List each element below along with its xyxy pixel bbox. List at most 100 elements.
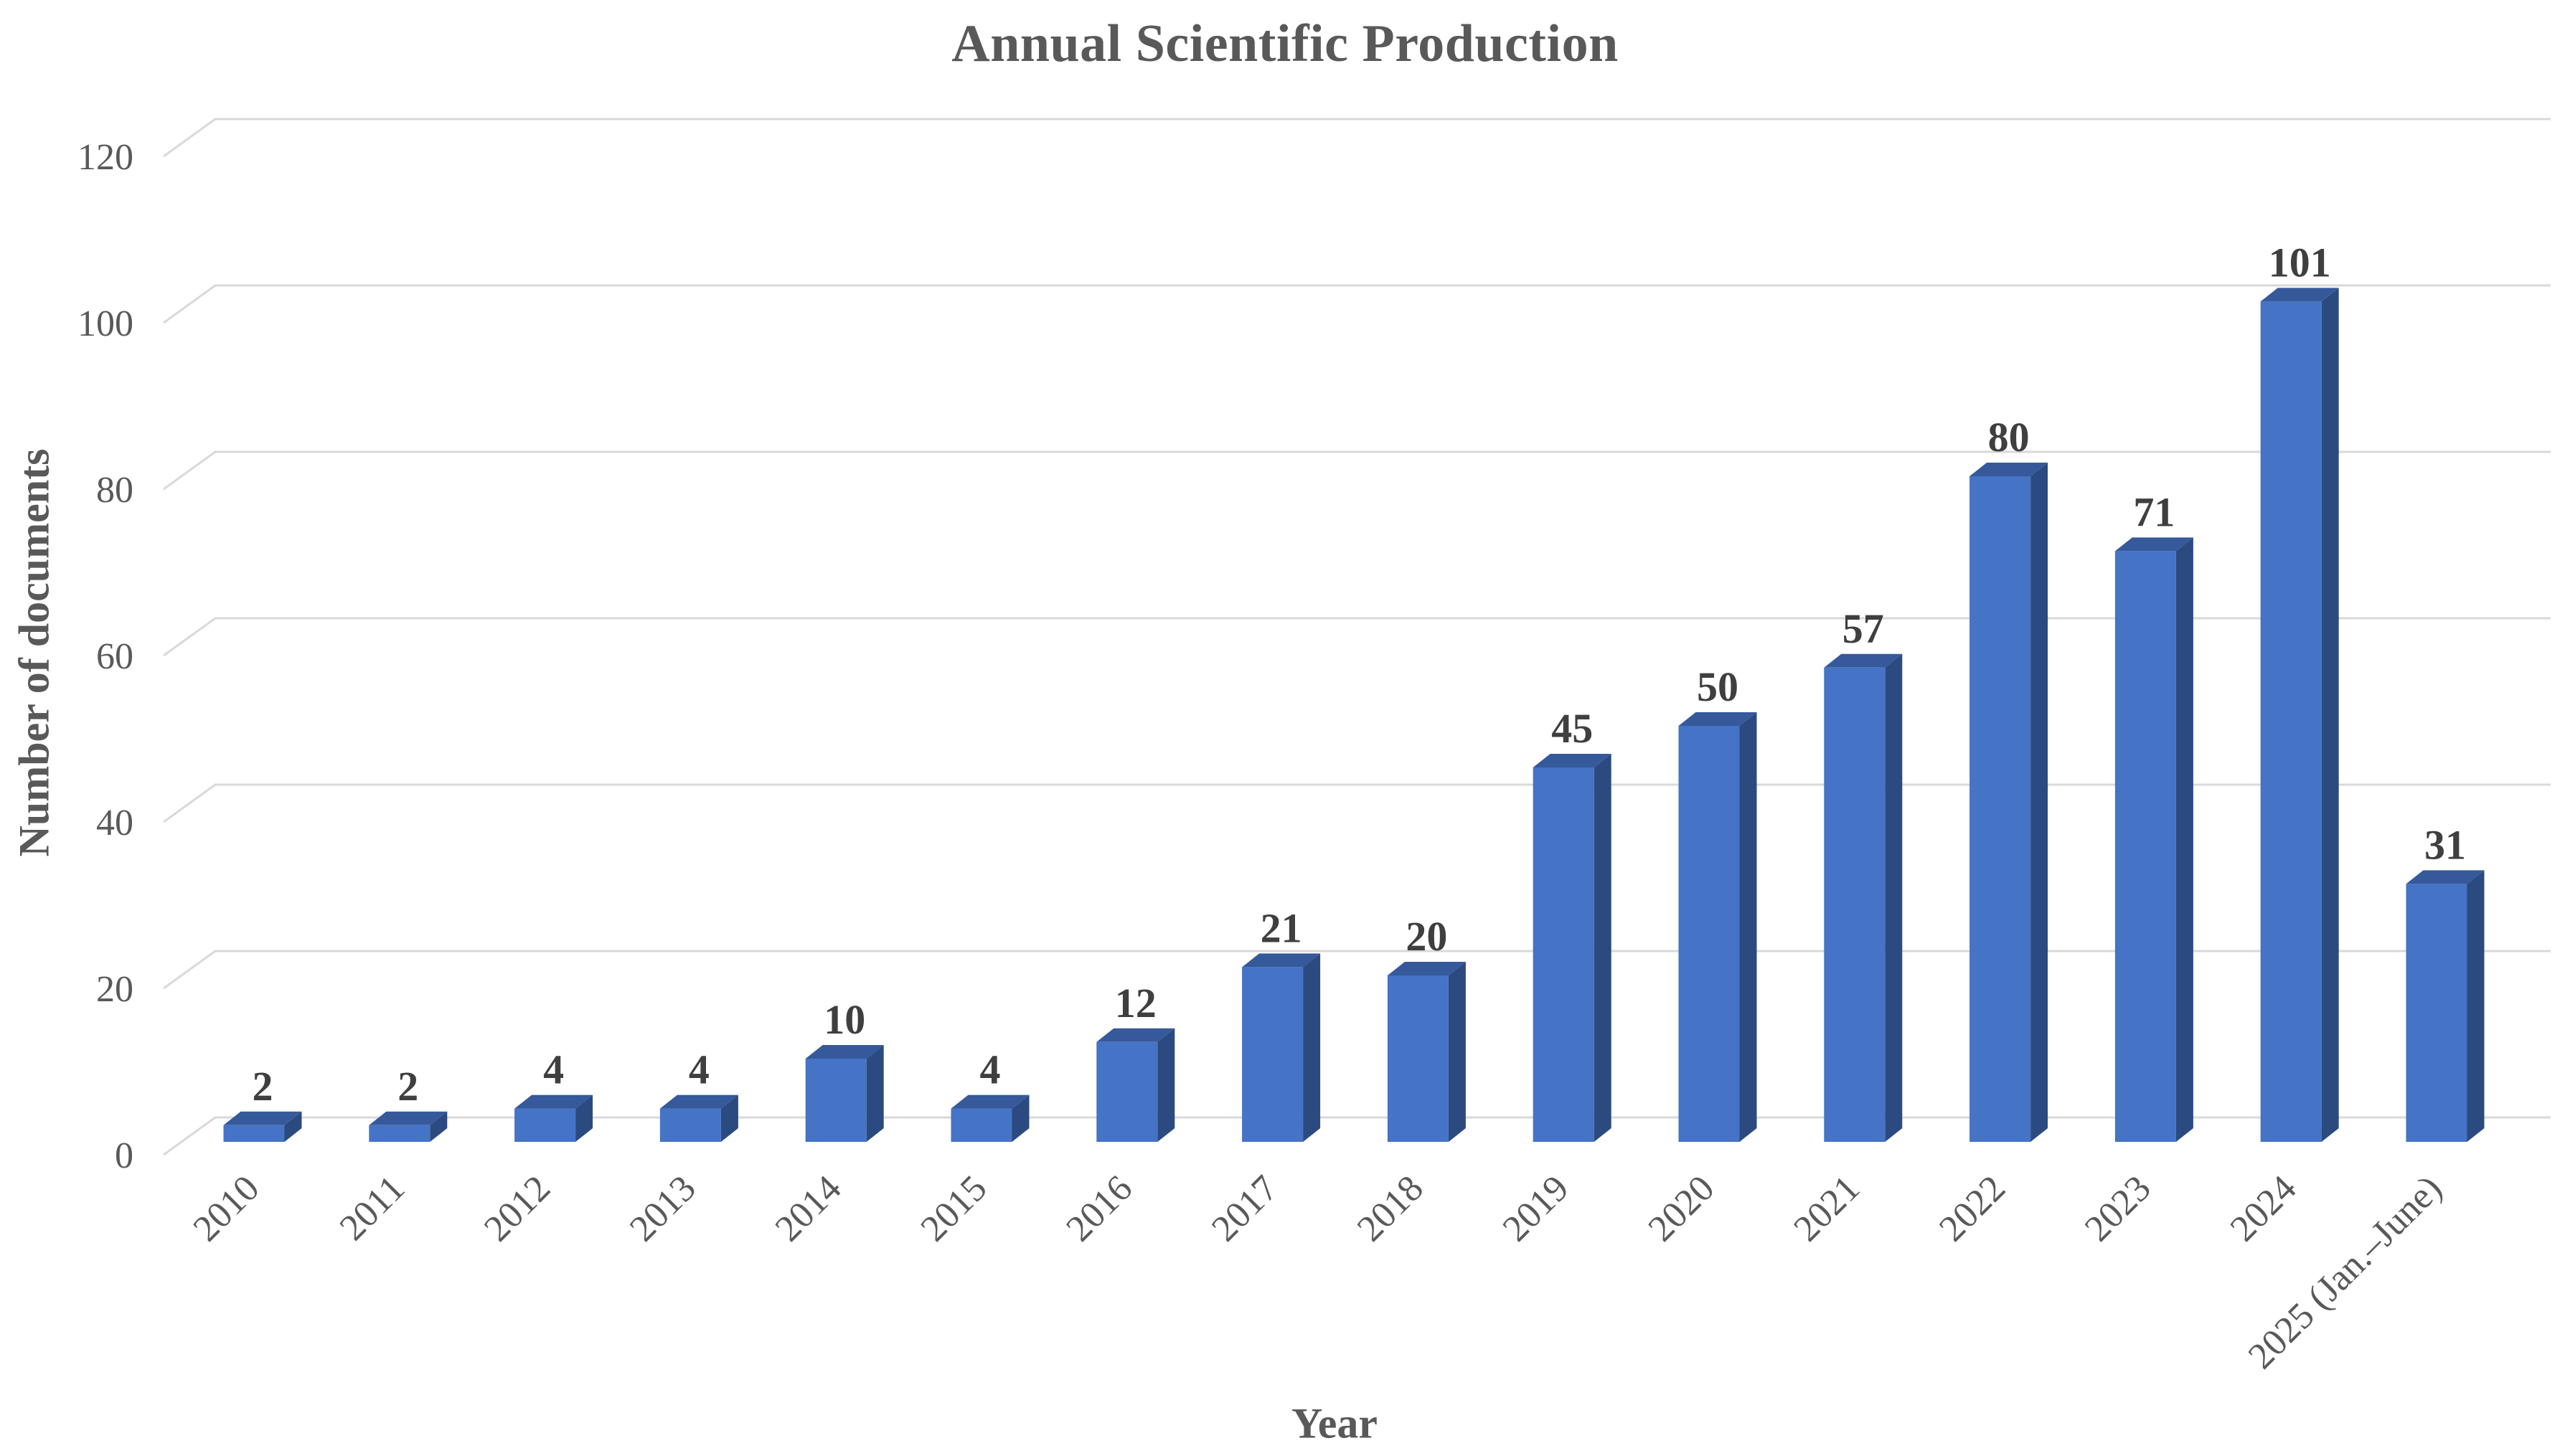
value-label-2017: 21 bbox=[1261, 904, 1302, 951]
x-tick-label-2021: 2021 bbox=[1786, 1168, 1868, 1249]
bar-2016 bbox=[1096, 1028, 1175, 1142]
value-label-2016: 12 bbox=[1115, 980, 1157, 1026]
bar-side-face bbox=[1157, 1028, 1175, 1142]
bar-top-face bbox=[1533, 754, 1611, 767]
x-axis-category-labels: 2010 2011 2012 2013 2014 2015 2016 2017 2018 2019… bbox=[186, 1168, 2450, 1377]
bars bbox=[223, 288, 2485, 1142]
bar-2017 bbox=[1242, 953, 1321, 1142]
value-label-2022: 80 bbox=[1988, 414, 2030, 460]
bar-side-face bbox=[2030, 463, 2048, 1142]
bar-side-face bbox=[430, 1111, 448, 1142]
bar-2023 bbox=[2114, 537, 2193, 1142]
bar-side-face bbox=[2467, 870, 2485, 1142]
bar-front-face bbox=[1242, 967, 1304, 1142]
bar-top-face bbox=[1387, 962, 1466, 975]
x-axis-title: Year bbox=[1291, 1399, 1378, 1447]
gridline-0 bbox=[163, 1116, 2551, 1156]
bar-2014 bbox=[805, 1045, 884, 1142]
x-tick-label-2023: 2023 bbox=[2077, 1168, 2159, 1249]
bar-side-face bbox=[575, 1095, 593, 1142]
bar-front-face bbox=[1533, 767, 1594, 1142]
value-label-2020: 50 bbox=[1697, 663, 1738, 710]
bar-side-face bbox=[1885, 653, 1903, 1142]
y-tick-label-100: 100 bbox=[77, 303, 133, 344]
bar-2022 bbox=[1969, 463, 2048, 1142]
x-tick-label-2014: 2014 bbox=[768, 1168, 849, 1249]
bar-2021 bbox=[1824, 653, 1903, 1142]
x-tick-label-2019: 2019 bbox=[1495, 1168, 1577, 1249]
gridline-60 bbox=[163, 617, 2551, 657]
y-tick-label-80: 80 bbox=[96, 470, 133, 511]
value-label-2018: 20 bbox=[1406, 913, 1447, 960]
bar-top-face bbox=[2260, 288, 2339, 302]
bar-top-face bbox=[2114, 537, 2193, 552]
value-label-2015: 4 bbox=[980, 1046, 1001, 1093]
bar-top-face bbox=[514, 1095, 593, 1109]
y-axis-tick-labels: 0 20 40 60 80 100 120 bbox=[77, 137, 133, 1176]
bar-front-face bbox=[1824, 667, 1886, 1142]
bar-front-face bbox=[514, 1108, 576, 1142]
bar-front-face bbox=[2406, 884, 2467, 1142]
bar-front-face bbox=[2260, 301, 2322, 1142]
bar-side-face bbox=[720, 1095, 738, 1142]
bar-top-face bbox=[2406, 870, 2485, 884]
y-tick-label-60: 60 bbox=[96, 636, 133, 677]
bar-2018 bbox=[1387, 962, 1466, 1142]
x-tick-label-2016: 2016 bbox=[1058, 1168, 1140, 1249]
y-tick-label-0: 0 bbox=[115, 1135, 133, 1176]
value-labels: 2 2 4 4 10 4 12 21 20 45 50 57 80 71 101 31 bbox=[253, 239, 2467, 1109]
bar-front-face bbox=[223, 1125, 285, 1142]
bar-side-face bbox=[284, 1111, 302, 1142]
value-label-2011: 2 bbox=[397, 1063, 418, 1110]
x-tick-label-2017: 2017 bbox=[1204, 1168, 1286, 1249]
bar-2013 bbox=[659, 1095, 738, 1142]
bar-top-face bbox=[223, 1111, 302, 1125]
bar-2025 (Jan.–June) bbox=[2406, 870, 2485, 1142]
x-tick-label-2018: 2018 bbox=[1350, 1168, 1431, 1249]
value-label-2012: 4 bbox=[543, 1046, 564, 1093]
x-tick-label-2013: 2013 bbox=[622, 1168, 704, 1249]
gridline-20 bbox=[163, 950, 2551, 990]
bar-front-face bbox=[1096, 1041, 1158, 1142]
bar-side-face bbox=[2175, 537, 2193, 1142]
value-label-2021: 57 bbox=[1842, 605, 1884, 652]
bar-2012 bbox=[514, 1095, 593, 1142]
bar-front-face bbox=[659, 1108, 721, 1142]
bar-top-face bbox=[1242, 953, 1321, 968]
bar-side-face bbox=[1739, 712, 1757, 1142]
x-tick-label-2020: 2020 bbox=[1641, 1168, 1723, 1249]
value-label-2023: 71 bbox=[2133, 488, 2175, 535]
bar-front-face bbox=[805, 1059, 867, 1142]
bar-top-face bbox=[659, 1095, 738, 1109]
x-tick-label-2024: 2024 bbox=[2223, 1168, 2305, 1249]
value-label-2010: 2 bbox=[253, 1063, 273, 1110]
bar-side-face bbox=[2321, 288, 2339, 1142]
bar-top-face bbox=[1969, 463, 2048, 476]
bar-side-face bbox=[1012, 1095, 1030, 1142]
bar-side-face bbox=[1448, 962, 1466, 1142]
value-label-2025 (Jan.–June): 31 bbox=[2424, 821, 2466, 868]
bar-side-face bbox=[866, 1045, 884, 1142]
x-tick-label-2012: 2012 bbox=[476, 1168, 558, 1249]
chart-title: Annual Scientific Production bbox=[951, 14, 1619, 73]
value-label-2024: 101 bbox=[2269, 239, 2331, 285]
bar-top-face bbox=[805, 1045, 884, 1059]
gridline-100 bbox=[163, 284, 2551, 324]
bar-side-face bbox=[1594, 754, 1611, 1142]
bar-top-face bbox=[1096, 1028, 1175, 1042]
bar-top-face bbox=[1824, 653, 1903, 668]
gridlines bbox=[163, 118, 2551, 1156]
bar-2019 bbox=[1533, 754, 1611, 1142]
y-tick-label-120: 120 bbox=[77, 137, 133, 178]
bar-front-face bbox=[2114, 551, 2176, 1142]
bar-front-face bbox=[1678, 726, 1740, 1142]
bar-top-face bbox=[369, 1111, 448, 1125]
bar-top-face bbox=[1678, 712, 1757, 726]
bar-2020 bbox=[1678, 712, 1757, 1142]
value-label-2013: 4 bbox=[689, 1046, 710, 1093]
bar-side-face bbox=[1303, 953, 1321, 1142]
y-tick-label-40: 40 bbox=[96, 803, 133, 843]
gridline-80 bbox=[163, 450, 2551, 491]
gridline-40 bbox=[163, 783, 2551, 823]
